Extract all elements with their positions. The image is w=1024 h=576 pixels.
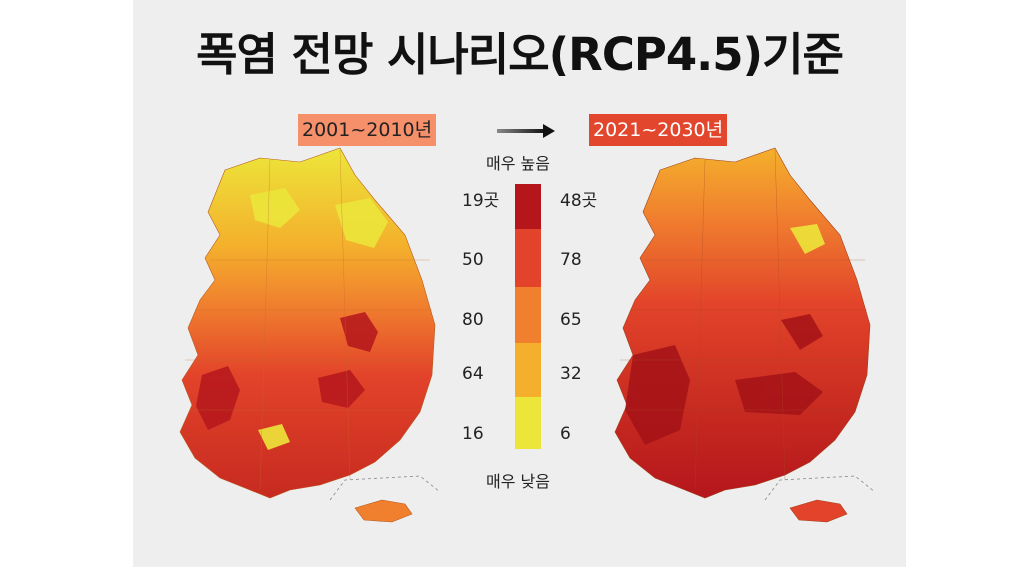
legend-bottom-label: 매우 낮음 bbox=[486, 472, 550, 491]
legend-after-count-4: 32 bbox=[560, 364, 582, 384]
legend-swatch-level-2 bbox=[515, 229, 541, 287]
legend-after-count-2: 78 bbox=[560, 250, 582, 270]
legend-after-count-3: 65 bbox=[560, 310, 582, 330]
mainland-after bbox=[614, 147, 871, 499]
legend-before-count-1: 19곳 bbox=[462, 191, 500, 211]
legend-before-count-5: 16 bbox=[462, 424, 484, 444]
hotspot-regions-after bbox=[625, 314, 823, 445]
map-after bbox=[614, 147, 876, 523]
legend-swatch-level-4 bbox=[515, 343, 541, 397]
legend-swatch-level-5 bbox=[515, 397, 541, 449]
hotspot-regions-before bbox=[196, 312, 378, 430]
cool-regions-before bbox=[250, 188, 388, 450]
cool-regions-after bbox=[790, 224, 825, 254]
legend-before-count-3: 80 bbox=[462, 310, 484, 330]
period-label-after: 2021~2030년 bbox=[589, 114, 728, 146]
legend-after-count-5: 6 bbox=[560, 424, 571, 444]
arrow-right-icon bbox=[497, 124, 555, 138]
jeju-island-before bbox=[354, 499, 413, 523]
legend-top-label: 매우 높음 bbox=[486, 154, 550, 173]
page-title: 폭염 전망 시나리오(RCP4.5)기준 bbox=[196, 28, 844, 81]
map-before bbox=[179, 147, 441, 523]
mainland-before bbox=[179, 147, 436, 499]
legend-before-count-4: 64 bbox=[462, 364, 484, 384]
legend-after-count-1: 48곳 bbox=[560, 191, 598, 211]
jeju-island-after bbox=[789, 499, 848, 523]
legend-swatch-level-1 bbox=[515, 184, 541, 232]
period-label-before: 2001~2010년 bbox=[298, 114, 437, 146]
legend-swatch-level-3 bbox=[515, 287, 541, 343]
legend-before-count-2: 50 bbox=[462, 250, 484, 270]
